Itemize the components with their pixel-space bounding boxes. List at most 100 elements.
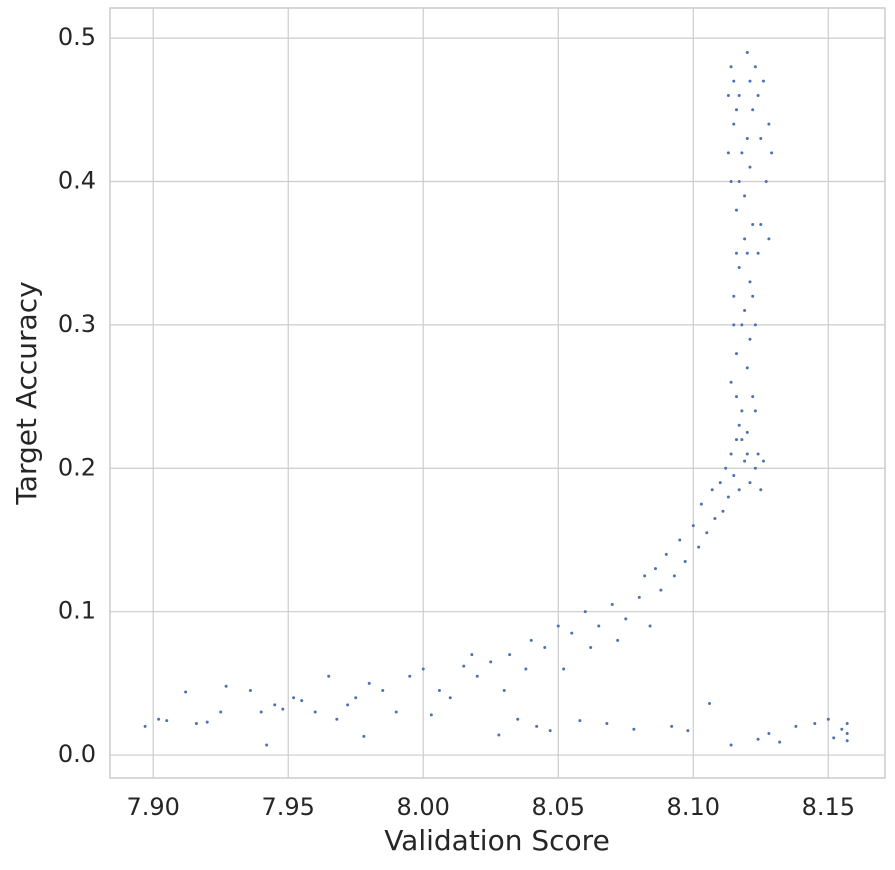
point — [734, 352, 738, 356]
point — [300, 699, 304, 703]
point — [756, 452, 760, 456]
point — [734, 251, 738, 255]
point — [718, 481, 722, 485]
point — [184, 690, 188, 694]
point — [248, 689, 252, 693]
point — [346, 703, 350, 707]
point — [143, 724, 147, 728]
point — [767, 122, 771, 126]
y-axis-label: Target Accuracy — [10, 281, 43, 505]
point — [770, 151, 774, 155]
point — [756, 737, 760, 741]
point — [764, 180, 768, 184]
point — [327, 674, 331, 678]
point — [745, 251, 749, 255]
point — [756, 93, 760, 97]
point — [556, 624, 560, 628]
point — [726, 93, 730, 97]
point — [205, 720, 209, 724]
point — [707, 701, 711, 705]
point — [732, 473, 736, 477]
point — [740, 151, 744, 155]
point — [165, 719, 169, 723]
point — [753, 323, 757, 327]
point — [394, 710, 398, 714]
point — [745, 366, 749, 370]
point — [724, 466, 728, 470]
point — [726, 495, 730, 499]
point — [753, 65, 757, 69]
point — [832, 736, 836, 740]
point — [743, 309, 747, 313]
point — [826, 717, 830, 721]
point — [589, 646, 593, 650]
point — [751, 395, 755, 399]
point — [751, 294, 755, 298]
point — [562, 667, 566, 671]
y-tick-label: 0.3 — [58, 310, 96, 338]
point — [529, 638, 533, 642]
x-tick-label: 7.95 — [262, 793, 315, 821]
point — [729, 180, 733, 184]
point — [437, 689, 441, 693]
point — [624, 617, 628, 621]
point — [748, 337, 752, 341]
point — [729, 743, 733, 747]
point — [354, 696, 358, 700]
point — [748, 481, 752, 485]
point — [448, 696, 452, 700]
point — [732, 323, 736, 327]
y-tick-label: 0.0 — [58, 740, 96, 768]
x-tick-label: 8.05 — [532, 793, 585, 821]
point — [745, 50, 749, 54]
y-tick-label: 0.2 — [58, 453, 96, 481]
point — [751, 223, 755, 227]
point — [219, 710, 223, 714]
point — [761, 79, 765, 83]
point — [743, 237, 747, 241]
point — [745, 136, 749, 140]
point — [672, 574, 676, 578]
point — [845, 722, 849, 726]
point — [697, 545, 701, 549]
point — [502, 689, 506, 693]
point — [748, 79, 752, 83]
point — [367, 681, 371, 685]
x-tick-label: 8.10 — [667, 793, 720, 821]
point — [699, 502, 703, 506]
point — [705, 531, 709, 535]
point — [767, 732, 771, 736]
point — [734, 438, 738, 442]
point — [753, 409, 757, 413]
point — [691, 524, 695, 528]
point — [729, 380, 733, 384]
point — [497, 733, 501, 737]
plot-frame — [109, 7, 886, 779]
point — [737, 266, 741, 270]
point — [743, 459, 747, 463]
point — [845, 739, 849, 743]
point — [740, 323, 744, 327]
point — [292, 696, 296, 700]
point — [740, 409, 744, 413]
point — [224, 684, 228, 688]
point — [610, 602, 614, 606]
y-tick-label: 0.5 — [58, 23, 96, 51]
point — [648, 624, 652, 628]
point — [313, 710, 317, 714]
point — [516, 717, 520, 721]
point — [734, 395, 738, 399]
point — [734, 208, 738, 212]
point — [751, 108, 755, 112]
point — [737, 180, 741, 184]
point — [745, 452, 749, 456]
point — [381, 689, 385, 693]
point — [759, 488, 763, 492]
point — [740, 438, 744, 442]
point — [362, 734, 366, 738]
point — [524, 667, 528, 671]
point — [734, 108, 738, 112]
point — [813, 722, 817, 726]
